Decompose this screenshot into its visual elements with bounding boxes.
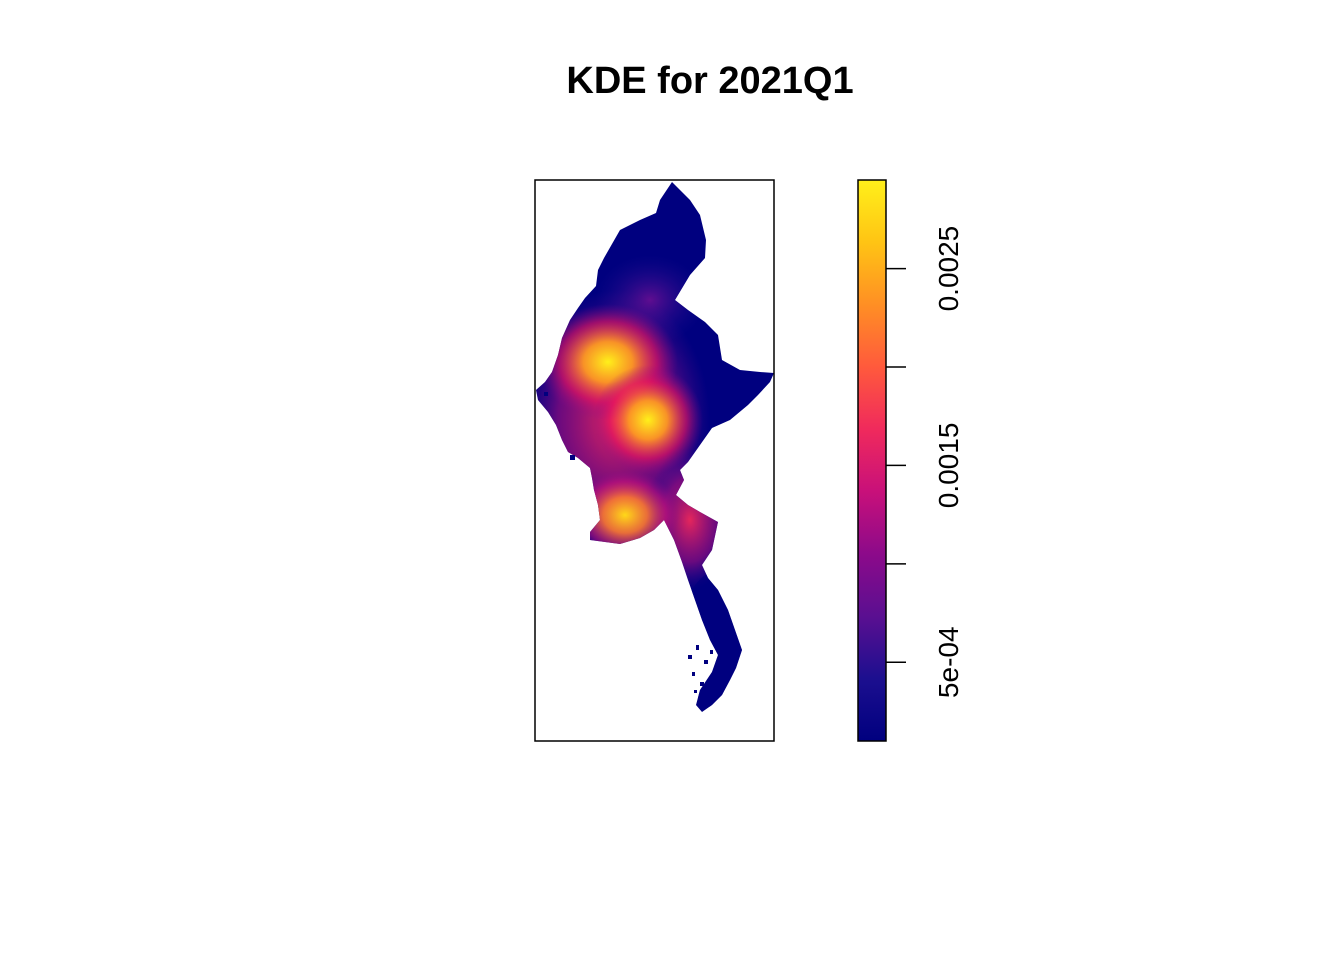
- colorbar-tick-label: 0.0015: [933, 423, 964, 509]
- density-map: [536, 182, 774, 712]
- colorbar-rect: [857, 179, 887, 742]
- chart-title: KDE for 2021Q1: [566, 60, 853, 102]
- colorbar-tick-label: 5e-04: [933, 626, 964, 698]
- density-southern-tail: [680, 570, 760, 710]
- island-speckles: [544, 392, 713, 693]
- colorbar: 5e-04 0.0015 0.0025: [857, 179, 964, 742]
- colorbar-tick-label: 0.0025: [933, 226, 964, 312]
- density-peak-delta: [570, 470, 680, 560]
- density-peak-central: [593, 365, 703, 475]
- country-density-fill: [536, 182, 774, 712]
- map-frame: [534, 179, 775, 742]
- colorbar-ticks: 5e-04 0.0015 0.0025: [886, 226, 964, 698]
